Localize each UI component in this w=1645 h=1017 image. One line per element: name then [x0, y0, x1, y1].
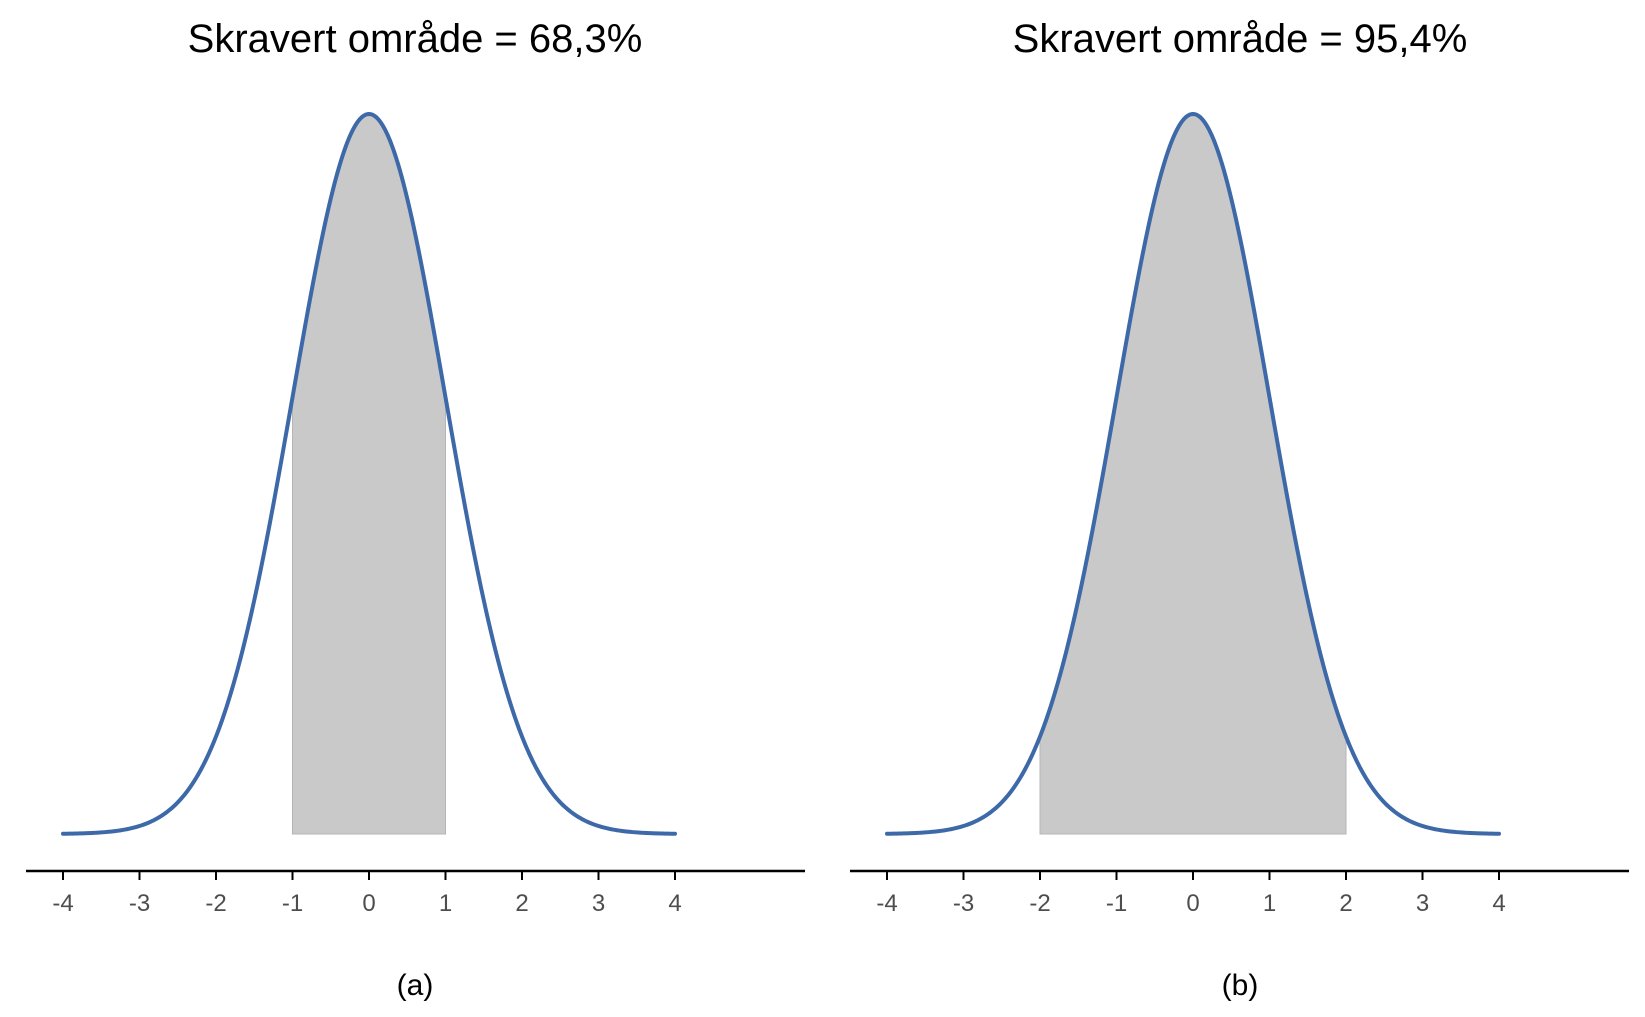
- density-curve: [61, 112, 677, 836]
- x-tick-label: -4: [876, 890, 897, 917]
- shaded-area: [1039, 113, 1347, 835]
- x-tick-label: -1: [282, 890, 303, 917]
- panel-caption: (a): [397, 969, 434, 1002]
- x-tick-label: 1: [1263, 890, 1276, 917]
- x-tick-label: 3: [1416, 890, 1429, 917]
- x-tick-label: 1: [439, 890, 452, 917]
- x-tick-label: -3: [953, 890, 974, 917]
- shaded-area: [292, 113, 446, 835]
- x-tick-label: 2: [515, 890, 528, 917]
- panel-caption: (b): [1222, 969, 1259, 1002]
- x-tick-label: -3: [129, 890, 150, 917]
- panel-a: Skravert område = 68,3% -4 -3 -2 -1 0 1 2 3 4 (a): [26, 17, 805, 1002]
- panel-b: Skravert område = 95,4% -4 -3 -2 -1 0 1 2 3 4 (b): [850, 17, 1629, 1002]
- x-tick-label: -4: [52, 890, 73, 917]
- x-tick-label: 4: [1492, 890, 1505, 917]
- x-tick-label: -2: [205, 890, 226, 917]
- chart-title: Skravert område = 68,3%: [188, 17, 643, 61]
- density-curve: [885, 112, 1501, 836]
- x-tick-label: -1: [1106, 890, 1127, 917]
- x-tick-label: 0: [362, 890, 375, 917]
- x-tick-label: -2: [1029, 890, 1050, 917]
- chart-title: Skravert område = 95,4%: [1013, 17, 1468, 61]
- x-tick-label: 2: [1339, 890, 1352, 917]
- x-tick-label: 4: [668, 890, 681, 917]
- x-tick-label: 0: [1186, 890, 1199, 917]
- x-tick-label: 3: [592, 890, 605, 917]
